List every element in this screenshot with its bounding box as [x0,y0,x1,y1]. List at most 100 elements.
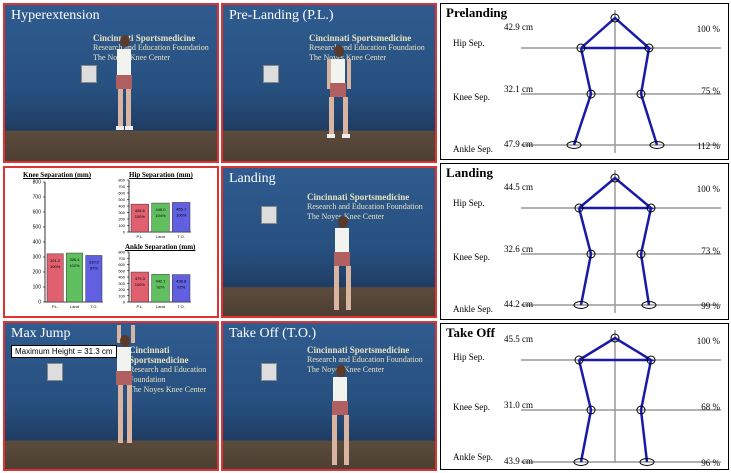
bar-value-label: 445.0 [155,207,166,212]
separation-label: Knee Sep. [453,92,490,102]
separation-cm: 43.9 cm [504,456,533,466]
separation-cm: 32.1 cm [504,84,533,94]
y-tick-label: 0 [38,300,41,306]
bar [172,202,191,233]
y-tick-label: 300 [33,255,42,261]
y-tick-label: 100 [118,293,125,298]
bar-value-label: 438.8 [176,279,187,284]
separation-percent: 100 % [696,336,720,346]
category-label: T.O. [177,234,184,239]
separation-percent: 96 % [701,458,720,468]
category-label: P.L. [52,304,59,309]
bar-value-label: 428.6 [135,208,146,213]
foundation-logo: Cincinnati Sportsmedicine Research and Ed… [307,345,423,374]
category-label: T.O. [90,304,97,309]
category-label: Land [70,304,79,309]
y-tick-label: 400 [33,240,42,246]
separation-label: Knee Sep. [453,252,490,262]
stick-figure-diagram [521,10,721,153]
y-tick-label: 100 [118,223,125,228]
y-tick-label: 0 [123,230,126,235]
bar [130,271,149,303]
y-tick-label: 400 [118,204,125,209]
bar-percent-label: 100% [135,214,146,219]
bar-value-label: 326.4 [69,257,80,262]
separation-percent: 99 % [701,301,720,311]
separation-cm: 44.2 cm [504,299,533,309]
wall-poster [81,65,97,83]
separation-label: Hip Sep. [453,198,485,208]
y-tick-label: 500 [33,225,42,231]
chart-title-knee: Knee Separation (mm) [23,171,92,179]
bar-percent-label: 100% [50,264,61,269]
category-label: Land [156,304,165,309]
y-tick-label: 800 [118,178,125,183]
foundation-logo: Cincinnati Sportsmedicine Research and Ed… [129,345,207,394]
foundation-logo: Cincinnati Sportsmedicine Research and Ed… [307,192,423,221]
separation-cm: 45.5 cm [504,334,533,344]
bar-value-label: 455.1 [176,206,187,211]
diagram-prelanding: Prelanding Hip Sep. 42.9 cm 100 % Knee Sep. 3… [440,3,729,160]
separation-label: Ankle Sep. [453,452,493,462]
category-label: Land [156,234,165,239]
y-tick-label: 700 [118,256,125,261]
y-tick-label: 400 [118,275,125,280]
bar-value-label: 310.2 [89,259,100,264]
separation-label: Hip Sep. [453,38,485,48]
y-tick-label: 800 [118,250,125,255]
y-tick-label: 200 [33,270,42,276]
wall-poster [47,363,63,381]
bar [172,274,191,303]
photo-background [5,5,217,161]
separation-charts-panel: Knee Separation (mm) Hip Separation (mm)… [3,166,219,318]
bar-percent-label: 100% [135,282,146,287]
y-tick-label: 700 [118,184,125,189]
photo-background [223,323,435,469]
y-tick-label: 0 [123,300,126,305]
photo-landing: Cincinnati Sportsmedicine Research and Ed… [221,166,437,318]
separation-bar-charts: 0100200300400500600700800321.2100%P.L.32… [33,178,191,309]
diagram-takeoff: Take Off Hip Sep. 45.5 cm 100 % Knee Sep. 31.… [440,323,729,470]
max-height-readout: Maximum Height = 31.3 cm [11,345,117,358]
wall-poster [261,363,277,381]
y-tick-label: 700 [33,195,42,201]
chart-title-hip: Hip Separation (mm) [129,171,193,179]
diagram-title: Landing [446,165,493,180]
stick-figure-diagram [521,330,721,466]
wall-poster [263,65,279,83]
bar-percent-label: 92% [177,285,185,290]
bar-percent-label: 97% [90,265,98,270]
category-label: T.O. [177,304,184,309]
wall-poster [261,206,277,224]
separation-label: Knee Sep. [453,402,490,412]
photo-title: Hyperextension [11,8,100,23]
separation-percent: 112 % [697,141,720,151]
y-tick-label: 200 [118,287,125,292]
separation-percent: 75 % [701,86,720,96]
bar [151,274,170,303]
y-tick-label: 600 [118,191,125,196]
bar-percent-label: 106% [176,212,187,217]
separation-label: Ankle Sep. [453,144,493,154]
photo-background [223,168,435,316]
bar-value-label: 442.1 [155,278,166,283]
y-tick-label: 200 [118,217,125,222]
bar [46,253,64,303]
separation-percent: 73 % [701,246,720,256]
y-tick-label: 500 [118,197,125,202]
category-label: P.L. [137,234,144,239]
bar-value-label: 321.2 [50,258,61,263]
category-label: P.L. [137,304,144,309]
chart-title-ankle: Ankle Separation (mm) [125,243,196,251]
bar [151,202,170,233]
photo-title: Take Off (T.O.) [229,326,317,341]
bar-percent-label: 92% [156,284,164,289]
diagram-title: Take Off [446,325,495,340]
bar [66,252,83,303]
photo-title: Landing [229,171,276,186]
y-tick-label: 100 [33,285,42,291]
stick-figure-diagram [521,170,721,313]
separation-cm: 32.6 cm [504,244,533,254]
bar [130,203,149,233]
